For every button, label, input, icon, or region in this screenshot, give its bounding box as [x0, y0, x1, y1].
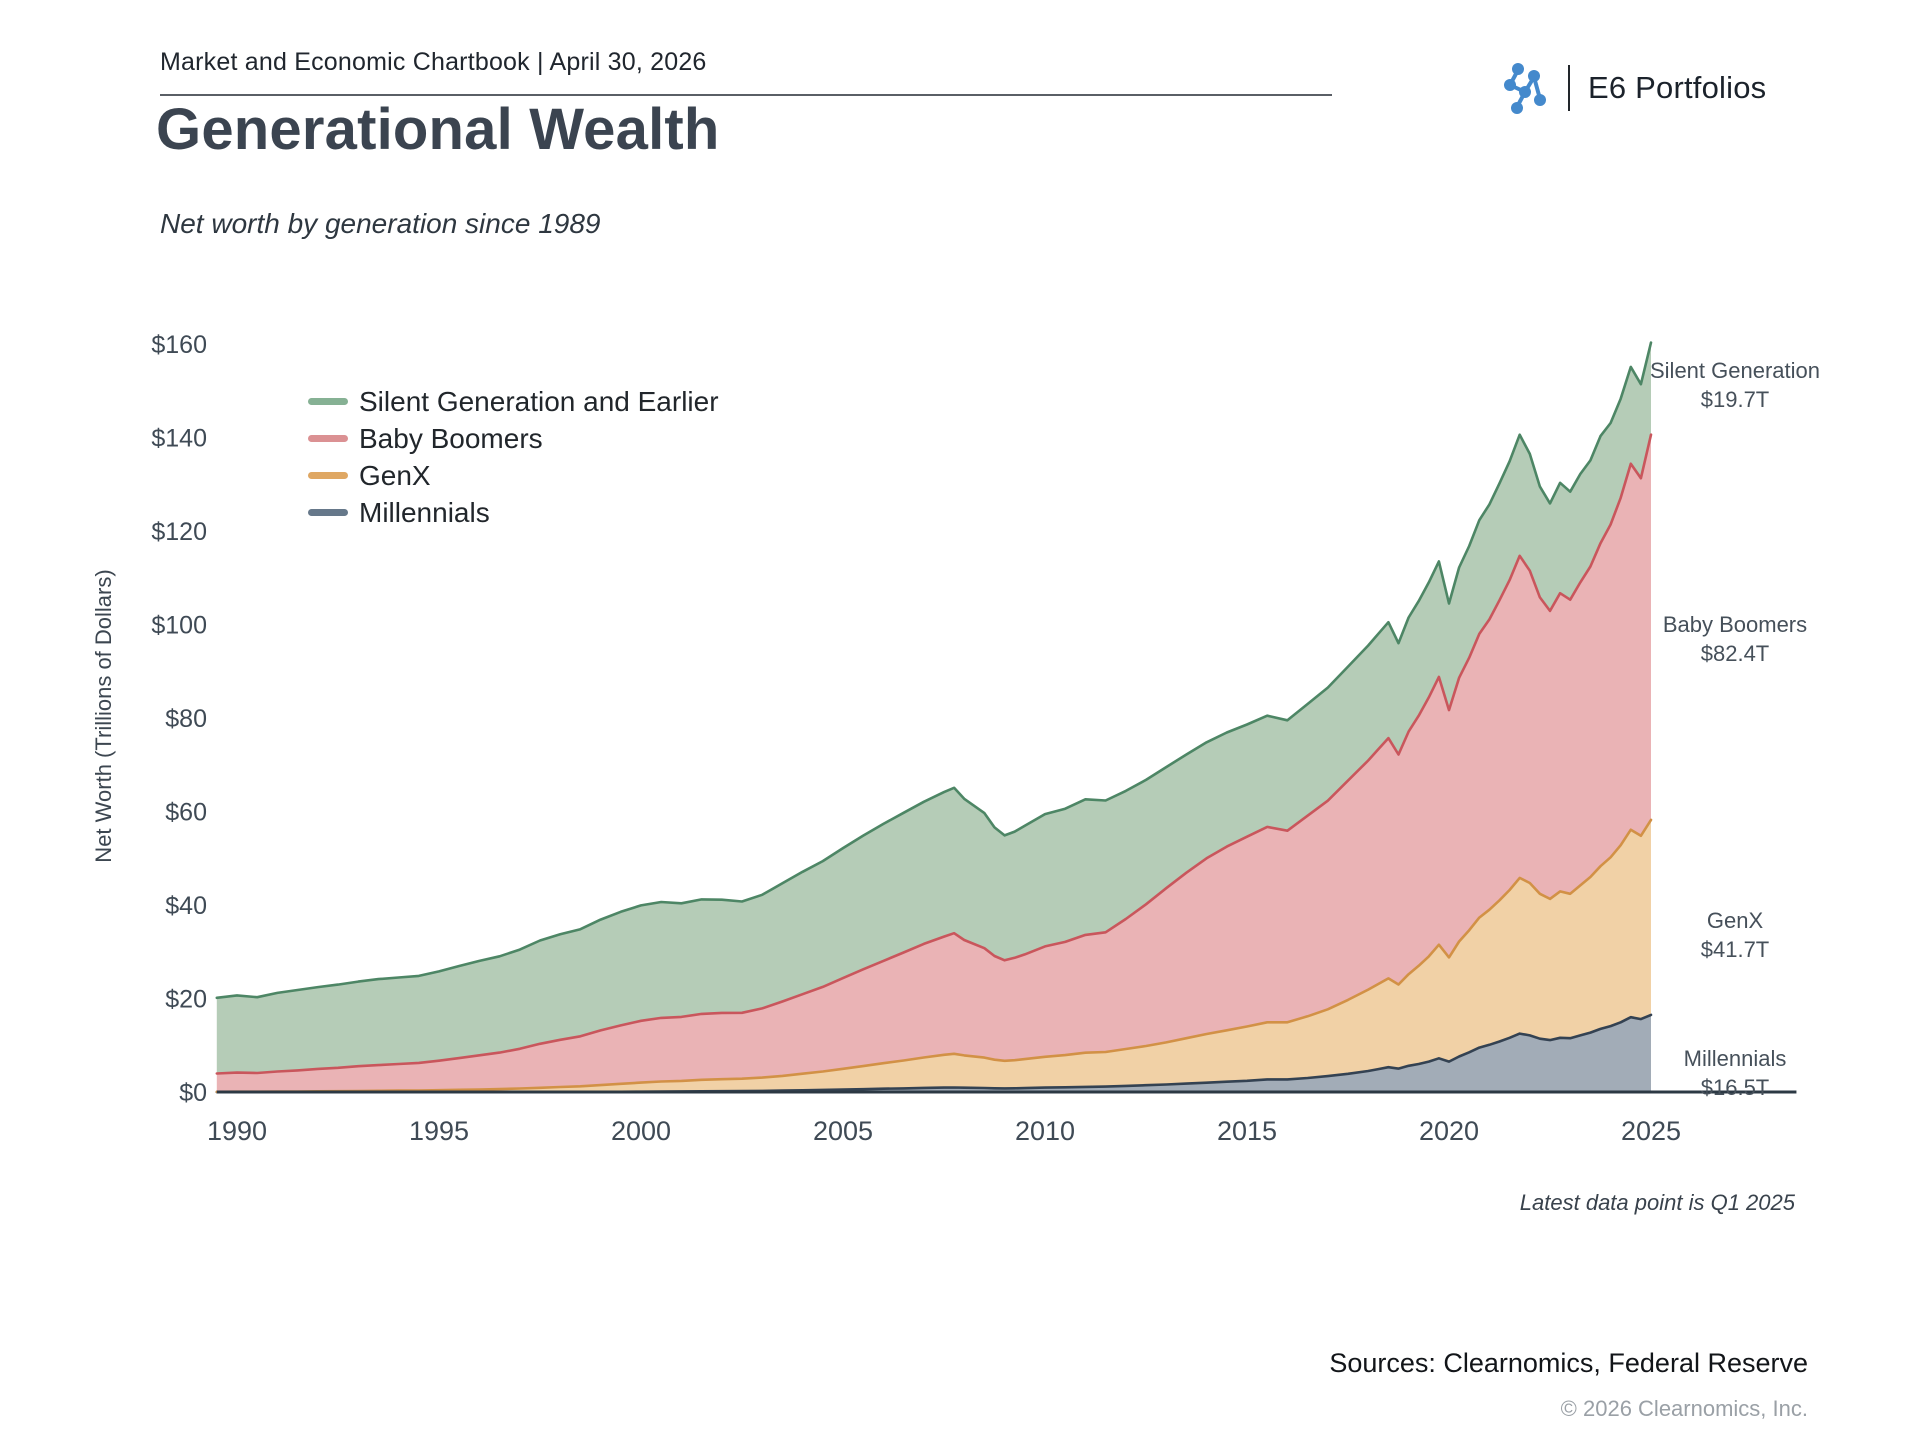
legend-item-1: Silent Generation and Earlier [308, 383, 719, 420]
legend-item-2: Baby Boomers [308, 420, 719, 457]
svg-text:1990: 1990 [207, 1116, 267, 1146]
svg-text:2020: 2020 [1419, 1116, 1479, 1146]
header-rule [160, 94, 1332, 96]
y-axis-title: Net Worth (Trillions of Dollars) [91, 569, 116, 863]
svg-text:2000: 2000 [611, 1116, 671, 1146]
svg-text:1995: 1995 [409, 1116, 469, 1146]
annotation-baby-boomers: Baby Boomers $82.4T [1650, 610, 1820, 668]
svg-text:$100: $100 [151, 612, 207, 640]
legend-label: Millennials [359, 496, 490, 528]
annotation-label: GenX [1706, 908, 1764, 933]
svg-text:$20: $20 [165, 986, 207, 1014]
legend-item-3: GenX [308, 457, 719, 494]
svg-text:$160: $160 [151, 331, 207, 359]
svg-text:$0: $0 [179, 1079, 207, 1107]
annotation-value: $16.5T [1700, 1075, 1770, 1100]
annotation-genx: GenX $41.7T [1650, 906, 1820, 964]
legend-swatch [308, 509, 348, 516]
legend-swatch [308, 435, 348, 442]
annotation-value: $41.7T [1700, 937, 1770, 962]
legend-swatch [308, 472, 348, 479]
svg-text:$140: $140 [151, 425, 207, 453]
annotation-millennials: Millennials $16.5T [1650, 1044, 1820, 1102]
brand-name: E6 Portfolios [1588, 69, 1767, 105]
copyright-text: © 2026 Clearnomics, Inc. [1560, 1396, 1808, 1421]
annotation-value: $82.4T [1700, 641, 1770, 666]
svg-text:2010: 2010 [1015, 1116, 1075, 1146]
svg-text:2005: 2005 [813, 1116, 873, 1146]
legend-label: Baby Boomers [359, 422, 543, 454]
legend-item-4: Millennials [308, 494, 719, 531]
legend-label: Silent Generation and Earlier [359, 385, 719, 417]
svg-text:$40: $40 [165, 892, 207, 920]
annotation-label: Millennials [1683, 1046, 1787, 1071]
svg-text:$60: $60 [165, 799, 207, 827]
annotation-label: Silent Generation [1650, 358, 1820, 383]
svg-text:$120: $120 [151, 518, 207, 546]
brand-logo: E6 Portfolios [1498, 56, 1766, 119]
page-title: Generational Wealth [156, 97, 720, 162]
legend-label: GenX [359, 459, 431, 491]
svg-text:2025: 2025 [1621, 1116, 1681, 1146]
svg-text:2015: 2015 [1217, 1116, 1277, 1146]
latest-data-note: Latest data point is Q1 2025 [1519, 1190, 1795, 1215]
annotation-value: $19.7T [1700, 387, 1770, 412]
molecule-dots-icon [1498, 56, 1552, 119]
legend-swatch [308, 398, 348, 405]
chart-legend: Silent Generation and Earlier Baby Boomer… [308, 383, 719, 531]
annotation-label: Baby Boomers [1662, 612, 1808, 637]
report-header-title: Market and Economic Chartbook | April 30… [160, 48, 707, 76]
page-subtitle: Net worth by generation since 1989 [160, 208, 601, 239]
brand-divider [1568, 64, 1570, 111]
annotation-silent-generation: Silent Generation $19.7T [1650, 356, 1820, 414]
sources-text: Sources: Clearnomics, Federal Reserve [1329, 1348, 1808, 1378]
svg-text:$80: $80 [165, 705, 207, 733]
